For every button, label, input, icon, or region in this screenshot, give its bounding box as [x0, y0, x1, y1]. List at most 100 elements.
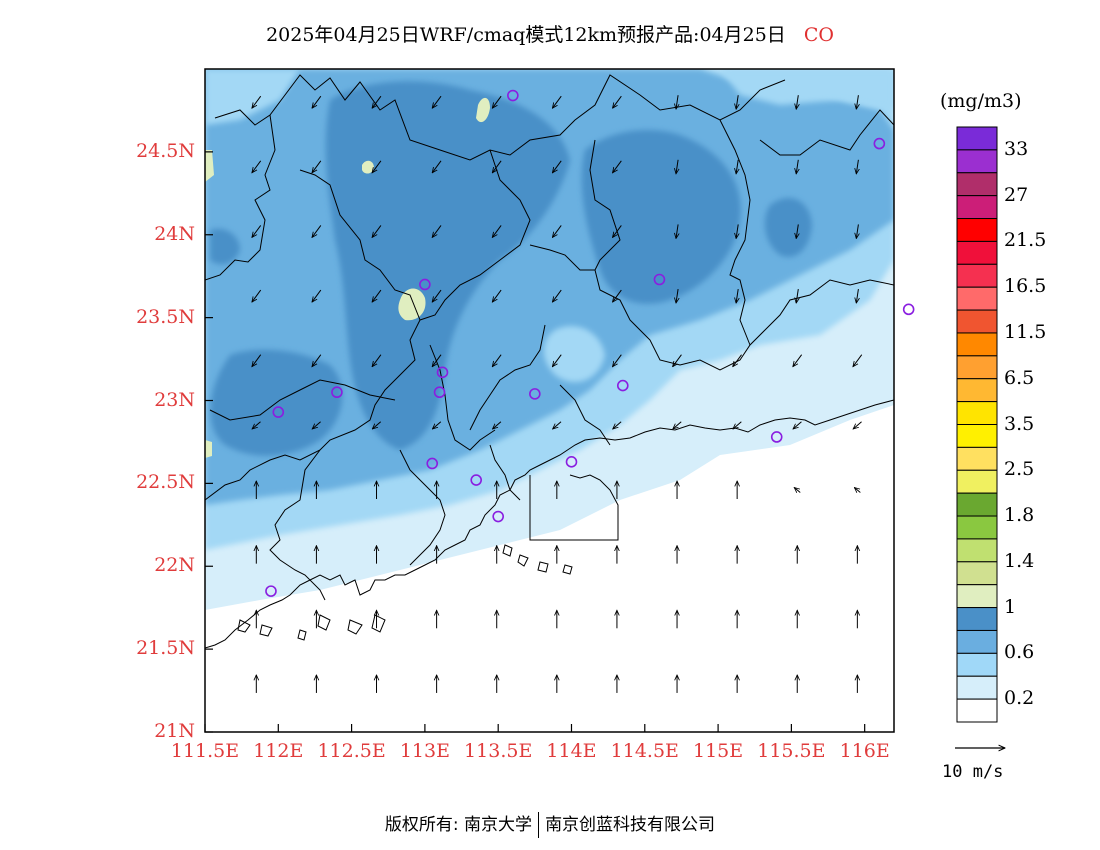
colorbar-swatch	[956, 240, 998, 265]
wind-arrow	[252, 421, 261, 429]
field-level-06-patch	[720, 69, 894, 110]
wind-arrow	[856, 289, 858, 303]
wind-arrow	[553, 421, 562, 429]
colorbar-swatch	[956, 355, 998, 380]
station-marker	[492, 510, 504, 523]
wind-arrow	[552, 354, 562, 367]
lon-label: 115E	[693, 740, 744, 762]
wind-arrow	[794, 488, 801, 493]
lat-label: 22N	[154, 554, 195, 577]
field-level-08	[210, 228, 240, 265]
wind-arrow	[252, 354, 262, 367]
lon-label: 112.5E	[317, 740, 386, 762]
wind-arrow	[372, 225, 382, 237]
lon-label: 111.5E	[170, 740, 240, 762]
field-level-06-patch	[543, 326, 605, 383]
wind-arrow	[736, 289, 738, 303]
wind-arrow	[552, 289, 562, 302]
wind-arrow	[613, 225, 622, 237]
wind-arrow	[796, 224, 798, 238]
colorbar-swatch	[956, 195, 998, 220]
monitoring-stations	[265, 89, 915, 597]
lat-label: 21N	[154, 720, 195, 742]
colorbar-label: 1	[1004, 595, 1017, 618]
station-marker	[616, 379, 629, 392]
wind-arrow	[372, 160, 382, 173]
lat-label: 23N	[154, 388, 195, 411]
wind-arrow	[432, 421, 442, 429]
colorbar-swatch	[956, 309, 998, 334]
wind-arrow	[856, 159, 858, 174]
station-marker	[902, 303, 915, 316]
colorbar-label: 6.5	[1004, 366, 1035, 389]
colorbar-swatch	[956, 584, 998, 609]
lat-label: 23.5N	[136, 305, 195, 328]
wind-reference-label: 10 m/s	[942, 762, 1004, 782]
wind-arrow	[736, 224, 738, 238]
colorbar-swatch	[956, 126, 998, 151]
colorbar-unit: (mg/m3)	[940, 90, 1022, 112]
station-marker	[265, 585, 277, 597]
wind-arrow	[613, 289, 622, 302]
wind-arrow	[793, 354, 803, 367]
colorbar-label: 33	[1004, 137, 1029, 160]
lat-label: 24N	[154, 222, 195, 245]
wind-arrow	[312, 225, 322, 237]
wind-arrow	[372, 354, 382, 367]
title-variable: CO	[803, 24, 834, 46]
station-marker	[529, 388, 541, 400]
colorbar-swatch	[956, 263, 998, 288]
station-marker	[331, 386, 343, 399]
wind-arrow	[252, 95, 262, 108]
field-level-08	[581, 130, 741, 304]
colorbar-label: 2.5	[1004, 458, 1035, 481]
colorbar-swatch	[956, 629, 998, 654]
copyright-footer: 版权所有: 南京大学 南京创蓝科技有限公司	[0, 810, 1100, 838]
wind-arrow	[552, 225, 562, 237]
wind-arrow	[796, 159, 798, 174]
lon-label: 112E	[253, 740, 304, 762]
colorbar-swatch	[956, 675, 998, 700]
wind-arrow	[673, 421, 682, 429]
colorbar-label: 21.5	[1004, 229, 1047, 252]
station-marker	[272, 406, 285, 418]
colorbar-label: 1.4	[1004, 549, 1035, 572]
admin-boundaries	[205, 74, 894, 601]
lon-label: 116E	[839, 740, 890, 762]
colorbar-swatch	[956, 378, 998, 403]
lat-label: 21.5N	[136, 637, 195, 660]
map-title: 2025年04月25日WRF/cmaq模式12km预报产品:04月25日 CO	[0, 20, 1100, 47]
field-level-10	[476, 97, 490, 123]
wind-arrow	[432, 225, 442, 237]
title-text: 2025年04月25日WRF/cmaq模式12km预报产品:04月25日	[266, 24, 786, 46]
footer-separator	[538, 812, 540, 838]
station-marker	[436, 366, 449, 379]
lon-label: 114.5E	[610, 740, 679, 762]
wind-arrow	[856, 224, 858, 238]
colorbar-label: 1.8	[1004, 504, 1035, 527]
wind-arrow	[372, 289, 382, 302]
wind-arrow	[793, 421, 802, 429]
wind-arrow	[372, 421, 382, 429]
wind-arrow	[733, 354, 742, 367]
colorbar-swatch	[956, 401, 998, 426]
wind-arrow	[492, 354, 502, 367]
wind-arrow	[432, 289, 442, 302]
wind-arrow	[552, 95, 562, 108]
station-marker	[433, 386, 446, 399]
wind-arrow	[676, 159, 678, 174]
field-level-10	[398, 288, 426, 321]
wind-arrow	[613, 160, 622, 173]
wind-arrow	[733, 421, 742, 429]
colorbar-swatch	[956, 698, 998, 723]
axis-ticks	[204, 151, 866, 733]
station-marker	[419, 278, 431, 291]
footer-right: 南京创蓝科技有限公司	[545, 815, 716, 835]
colorbar-swatch	[956, 469, 998, 494]
wind-arrow	[432, 160, 442, 173]
colorbar-label: 3.5	[1004, 412, 1035, 435]
colorbar-label: 16.5	[1004, 275, 1047, 298]
wind-arrow	[854, 488, 861, 493]
wind-arrow	[312, 289, 322, 302]
